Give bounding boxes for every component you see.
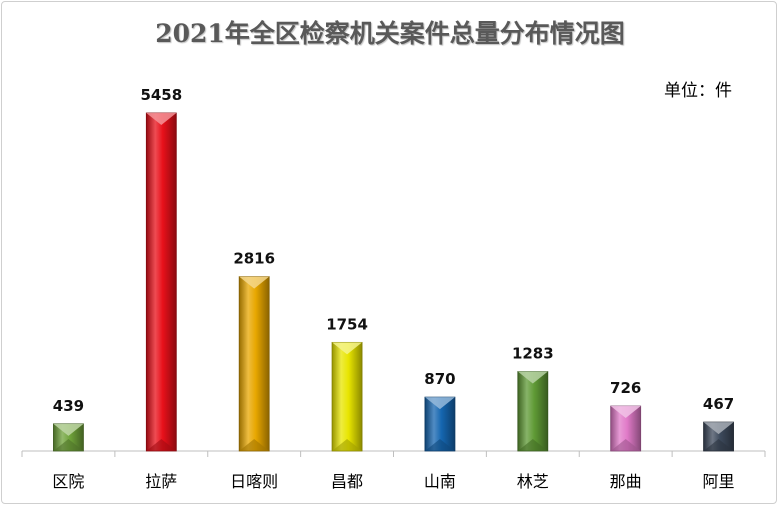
category-label: 林芝	[517, 472, 549, 491]
value-labels: 439 5458 2816 1754 870 1283 726 467	[53, 86, 734, 415]
value-label: 467	[703, 395, 734, 413]
bars	[53, 112, 734, 452]
category-label: 阿里	[703, 472, 735, 491]
category-labels: 区院 拉萨 日喀则 昌都 山南 林芝 那曲 阿里	[52, 472, 734, 491]
value-label: 1754	[326, 315, 368, 333]
value-label: 2816	[233, 250, 275, 268]
bar-阿里	[703, 421, 734, 452]
bar-那曲	[610, 405, 642, 452]
value-label: 5458	[140, 86, 182, 104]
bar-林芝	[517, 371, 549, 452]
bar-山南	[424, 396, 456, 452]
category-label: 那曲	[610, 472, 642, 491]
category-label: 日喀则	[230, 472, 278, 491]
category-label: 拉萨	[145, 472, 177, 491]
category-label: 昌都	[331, 472, 363, 491]
category-label: 山南	[424, 472, 456, 491]
value-label: 1283	[512, 345, 554, 363]
bar-日喀则	[238, 276, 270, 452]
bar-区院	[53, 423, 84, 452]
bar-昌都	[331, 341, 363, 452]
value-label: 870	[424, 370, 455, 388]
unit-label: 单位：件	[664, 81, 732, 101]
chart-title: 2021年全区检察机关案件总量分布情况图	[155, 19, 625, 48]
value-label: 439	[53, 397, 84, 415]
x-axis-ticks	[21, 451, 766, 457]
value-label: 726	[610, 379, 641, 397]
category-label: 区院	[52, 472, 84, 491]
bar-拉萨	[145, 112, 177, 452]
